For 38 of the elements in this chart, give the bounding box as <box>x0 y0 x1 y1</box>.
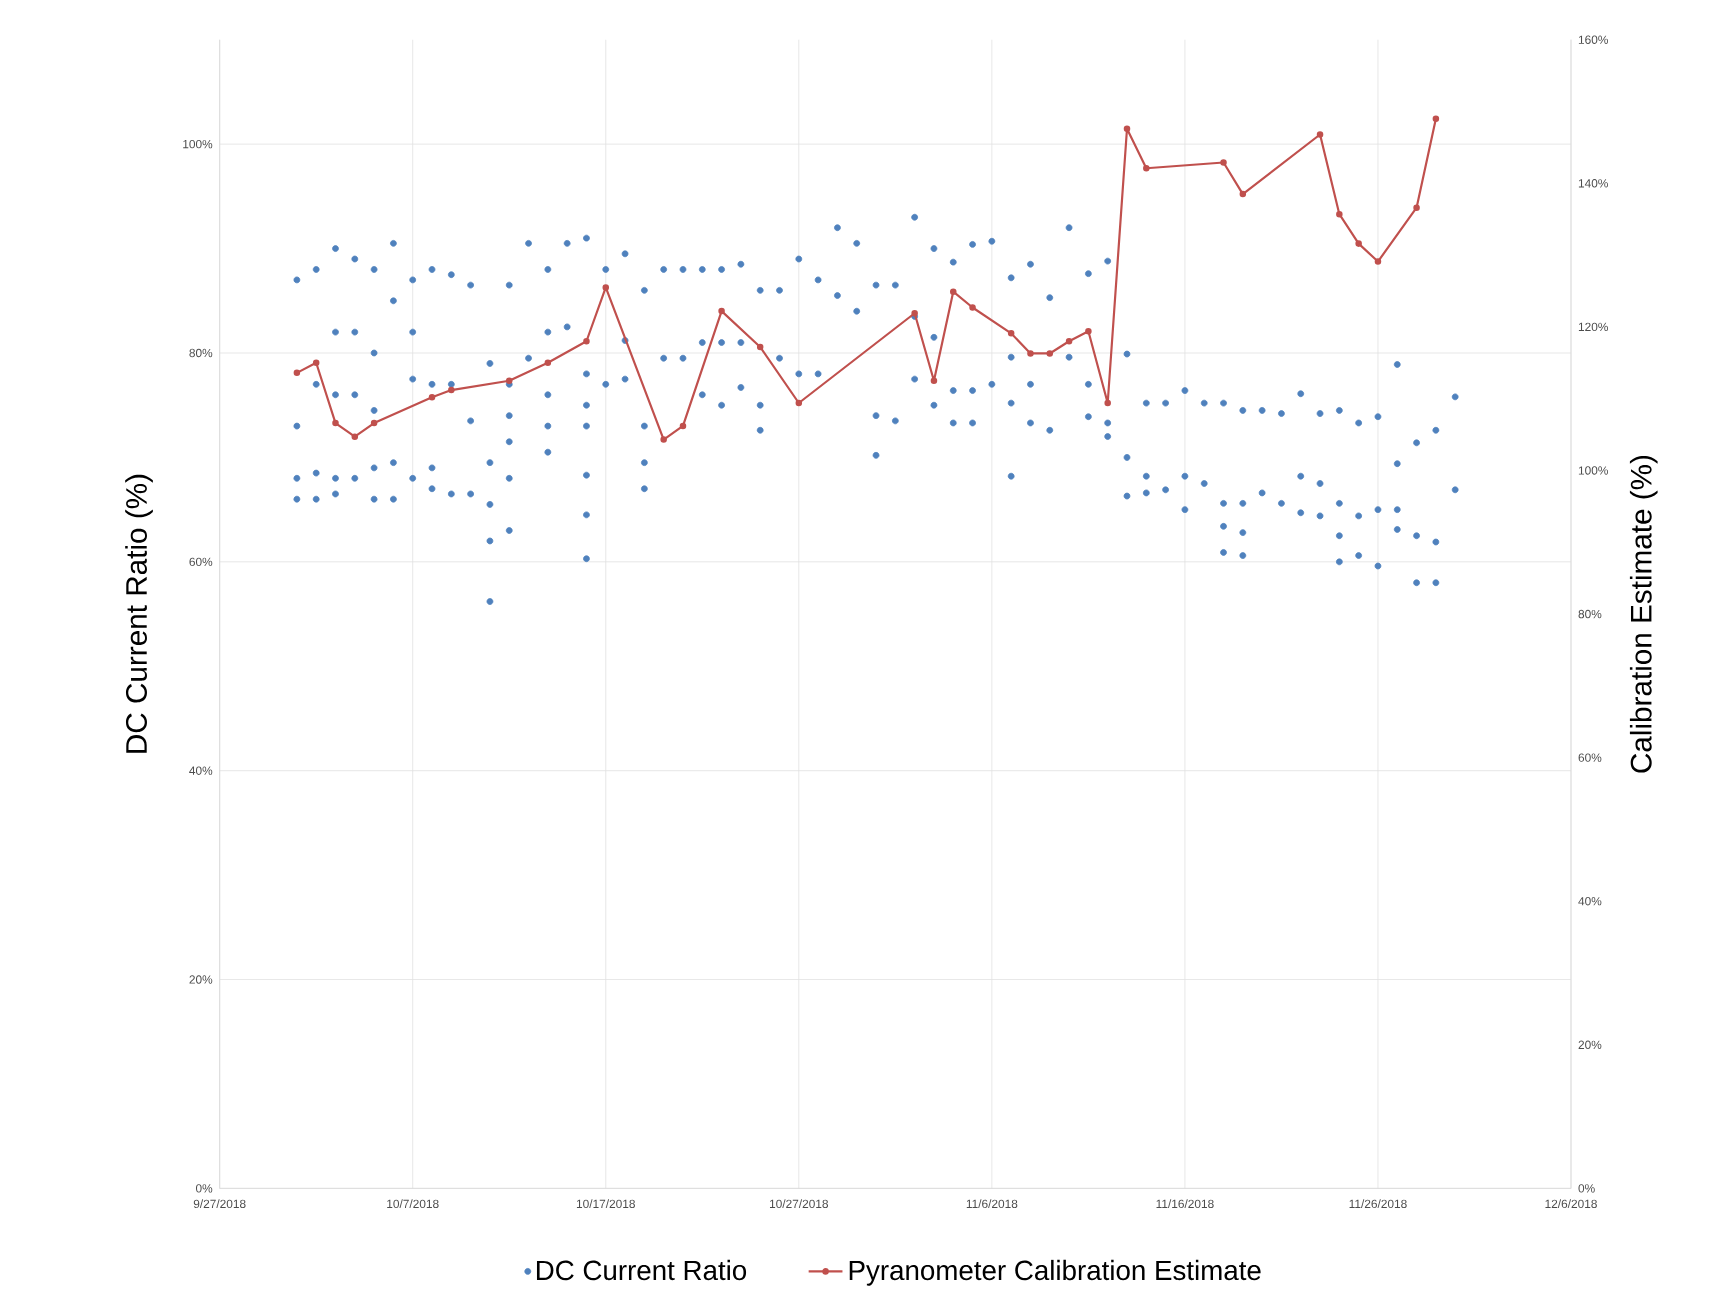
point <box>1336 211 1343 218</box>
point <box>795 399 803 407</box>
point <box>756 343 764 351</box>
point <box>602 284 610 291</box>
point <box>332 420 339 427</box>
point <box>1085 328 1092 335</box>
point <box>1239 191 1247 198</box>
point <box>1316 131 1324 138</box>
point <box>949 288 957 296</box>
point <box>1123 125 1131 133</box>
point <box>1104 399 1111 407</box>
point <box>1432 115 1440 123</box>
point <box>293 369 301 377</box>
point <box>428 394 436 401</box>
point <box>1007 330 1015 337</box>
point <box>1143 165 1150 172</box>
point <box>1220 159 1227 166</box>
point <box>312 359 320 367</box>
y2-axis-title: Calibration Estimate (%) <box>1629 456 1658 773</box>
point <box>351 433 359 441</box>
y-axis-title: DC Current Ratio (%) <box>125 475 153 753</box>
point <box>1374 258 1382 266</box>
point <box>1355 240 1362 248</box>
point <box>583 338 590 345</box>
point <box>1027 350 1034 357</box>
point <box>969 304 976 311</box>
point <box>544 359 552 367</box>
point <box>679 422 687 430</box>
point <box>930 377 938 385</box>
point <box>1065 338 1073 345</box>
point <box>660 436 667 444</box>
legend-label: Pyranometer Calibration Estimate <box>849 1260 1261 1286</box>
point <box>448 387 455 394</box>
point <box>1413 204 1420 212</box>
point <box>370 420 378 427</box>
point <box>1046 350 1054 357</box>
legend-label: DC Current Ratio <box>536 1260 747 1281</box>
point <box>718 308 725 315</box>
